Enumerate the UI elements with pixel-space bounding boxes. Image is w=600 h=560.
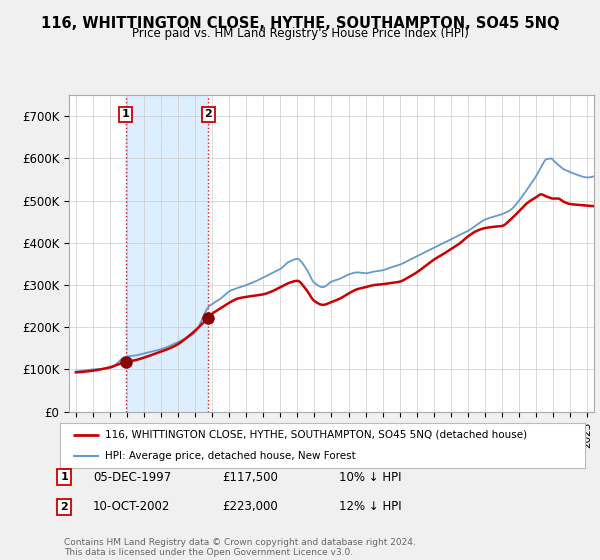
Text: Price paid vs. HM Land Registry's House Price Index (HPI): Price paid vs. HM Land Registry's House … — [131, 27, 469, 40]
Text: Contains HM Land Registry data © Crown copyright and database right 2024.
This d: Contains HM Land Registry data © Crown c… — [64, 538, 416, 557]
Text: £117,500: £117,500 — [222, 470, 278, 484]
Text: 2: 2 — [61, 502, 68, 512]
Text: 116, WHITTINGTON CLOSE, HYTHE, SOUTHAMPTON, SO45 5NQ (detached house): 116, WHITTINGTON CLOSE, HYTHE, SOUTHAMPT… — [104, 430, 527, 440]
Text: 10% ↓ HPI: 10% ↓ HPI — [339, 470, 401, 484]
Text: 12% ↓ HPI: 12% ↓ HPI — [339, 500, 401, 514]
Text: 2: 2 — [205, 109, 212, 119]
Text: 116, WHITTINGTON CLOSE, HYTHE, SOUTHAMPTON, SO45 5NQ: 116, WHITTINGTON CLOSE, HYTHE, SOUTHAMPT… — [41, 16, 559, 31]
Text: 1: 1 — [122, 109, 130, 119]
Text: HPI: Average price, detached house, New Forest: HPI: Average price, detached house, New … — [104, 450, 355, 460]
Text: 1: 1 — [61, 472, 68, 482]
Bar — [125, 95, 208, 412]
Text: 05-DEC-1997: 05-DEC-1997 — [93, 470, 171, 484]
Text: 10-OCT-2002: 10-OCT-2002 — [93, 500, 170, 514]
Text: £223,000: £223,000 — [222, 500, 278, 514]
